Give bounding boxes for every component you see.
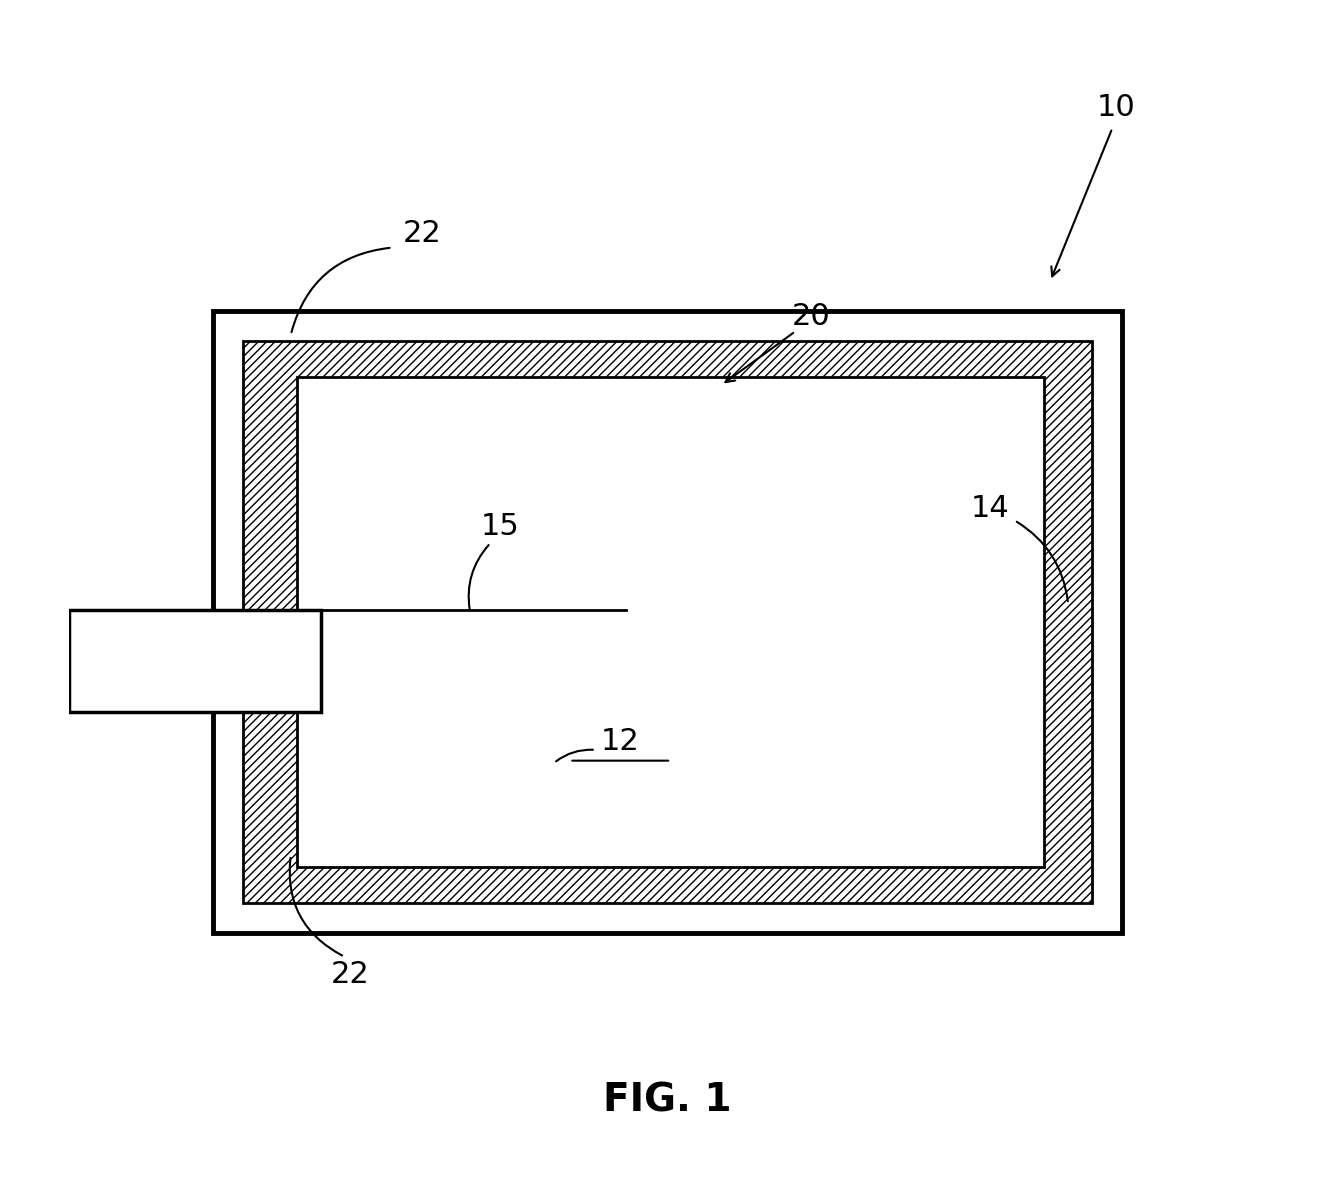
Text: 22: 22 [331,960,370,989]
Text: 10: 10 [1096,93,1135,122]
Text: FIG. 1: FIG. 1 [603,1081,732,1119]
Bar [296,377,1044,867]
Text: 12: 12 [601,727,639,756]
Bar [69,610,320,712]
Bar [243,341,1092,903]
Text: 20: 20 [792,303,830,331]
Text: 15: 15 [481,512,519,541]
Text: 22: 22 [403,219,442,248]
Bar [214,311,1121,933]
Text: 14: 14 [971,494,1009,523]
